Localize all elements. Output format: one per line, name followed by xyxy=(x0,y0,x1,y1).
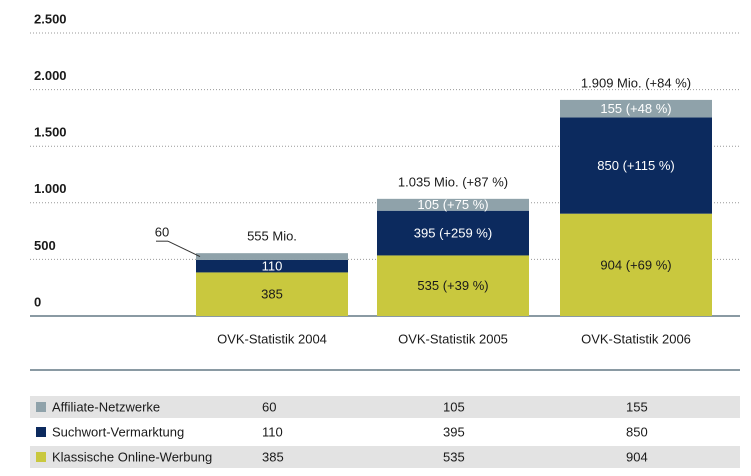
bar-segment xyxy=(196,272,348,316)
legend-label: Klassische Online-Werbung xyxy=(52,449,212,464)
legend-swatch xyxy=(36,452,46,462)
table-value: 850 xyxy=(626,424,648,439)
y-tick-label: 0 xyxy=(34,294,41,309)
data-label: 535 (+39 %) xyxy=(417,278,488,293)
legend-swatch xyxy=(36,427,46,437)
bar-segment xyxy=(377,210,529,256)
y-tick-label: 500 xyxy=(34,238,56,253)
leader-line xyxy=(167,240,201,258)
x-tick-label: OVK-Statistik 2004 xyxy=(217,331,327,346)
table-value: 904 xyxy=(626,449,648,464)
table-value: 385 xyxy=(262,449,284,464)
legend-label: Suchwort-Vermarktung xyxy=(52,424,184,439)
y-tick-label: 1.500 xyxy=(34,125,67,140)
bar-segment xyxy=(377,198,529,211)
data-label: 110 xyxy=(262,259,283,274)
data-label: 904 (+69 %) xyxy=(600,257,671,272)
bar-segment xyxy=(560,213,712,316)
bar-segment xyxy=(377,255,529,316)
y-tick-label: 2.000 xyxy=(34,68,67,83)
bar-segment xyxy=(560,99,712,118)
table-row xyxy=(30,421,740,443)
table-value: 155 xyxy=(626,399,648,414)
table-value: 395 xyxy=(443,424,465,439)
x-tick-label: OVK-Statistik 2005 xyxy=(398,331,508,346)
y-tick-label: 2.500 xyxy=(34,11,67,26)
total-label: 1.909 Mio. (+84 %) xyxy=(581,75,691,90)
table-value: 60 xyxy=(262,399,276,414)
table-value: 535 xyxy=(443,449,465,464)
total-label: 555 Mio. xyxy=(247,229,297,244)
bar-segment xyxy=(560,117,712,214)
x-tick-label: OVK-Statistik 2006 xyxy=(581,331,691,346)
table-row xyxy=(30,446,740,468)
bar-segment xyxy=(196,253,348,260)
y-tick-label: 1.000 xyxy=(34,181,67,196)
legend-label: Affiliate-Netzwerke xyxy=(52,399,160,414)
data-label: 155 (+48 %) xyxy=(600,101,671,116)
data-label: 105 (+75 %) xyxy=(417,197,488,212)
table-value: 110 xyxy=(262,424,283,439)
total-label: 1.035 Mio. (+87 %) xyxy=(398,174,508,189)
data-label: 395 (+259 %) xyxy=(414,226,492,241)
table-value: 105 xyxy=(443,399,465,414)
bar-segment xyxy=(196,259,348,273)
data-label: 60 xyxy=(155,225,169,240)
data-label: 385 xyxy=(261,287,283,302)
table-row xyxy=(30,396,740,418)
data-label: 850 (+115 %) xyxy=(597,158,674,173)
legend-swatch xyxy=(36,402,46,412)
